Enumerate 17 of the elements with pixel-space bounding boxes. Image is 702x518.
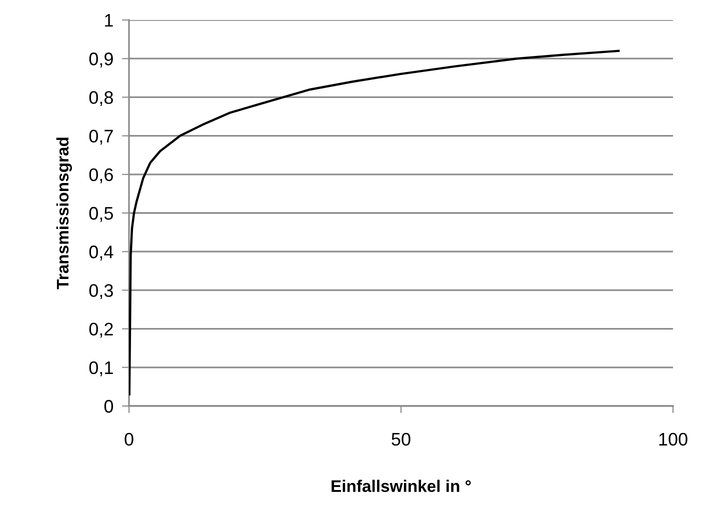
y-tick-label: 0,1 [89,361,113,376]
y-tick-label: 0,3 [89,284,113,300]
y-tick-label: 1 [105,14,113,27]
y-tick-label: 0,9 [89,52,113,68]
y-tick-label: 0,8 [89,91,113,106]
y-tick-label: 0,7 [89,130,113,145]
y-tick-label: 0,2 [89,322,113,338]
y-tick-label: 0,5 [89,206,113,222]
y-axis-title: Transmissionsgrad [56,138,72,290]
y-tick-label: 0 [104,400,114,413]
x-tick-label: 50 [392,432,410,446]
line-series [129,50,620,396]
x-tick-label: 100 [659,432,688,446]
x-tick-label: 0 [124,432,134,446]
x-axis-title: Einfallswinkel in ° [332,480,471,492]
y-tick-label: 0,4 [89,246,114,260]
y-tick-label: 0,6 [89,168,113,184]
